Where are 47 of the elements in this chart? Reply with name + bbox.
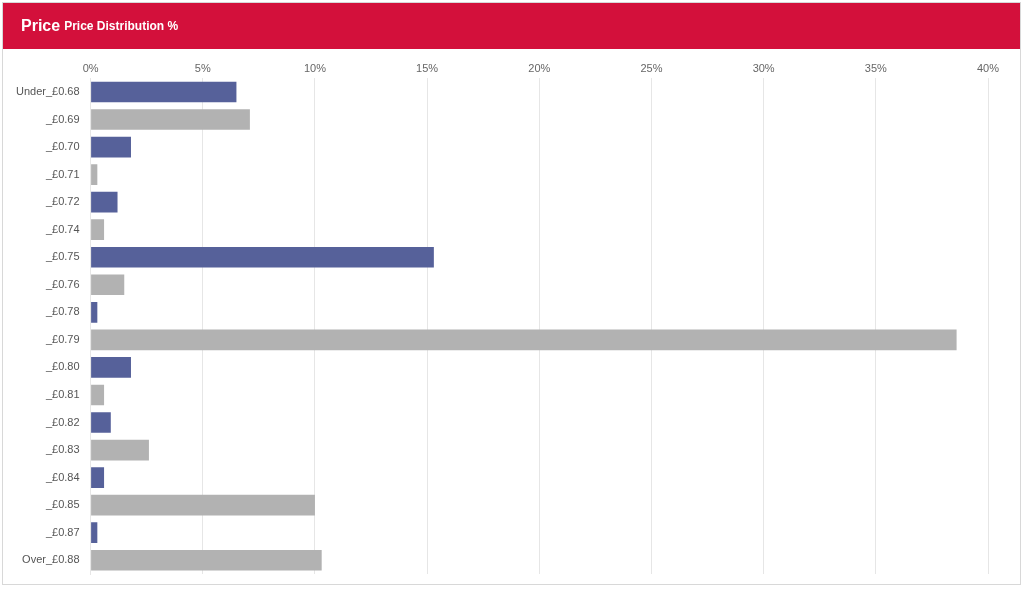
y-tick-label: _£0.78 — [44, 305, 80, 318]
y-tick-label: _£0.70 — [44, 140, 80, 153]
bar — [91, 136, 131, 158]
y-tick-label: _£0.81 — [44, 387, 80, 400]
x-tick-label: 40% — [976, 61, 1000, 74]
bar — [91, 494, 315, 516]
y-tick-label: _£0.75 — [44, 250, 80, 263]
bar — [91, 274, 125, 296]
bar — [91, 219, 105, 241]
x-tick-label: 15% — [416, 61, 439, 74]
y-tick-label: _£0.87 — [44, 525, 80, 538]
x-tick-label: 30% — [752, 61, 775, 74]
y-tick-label: _£0.82 — [44, 415, 80, 428]
y-tick-label: _£0.71 — [44, 167, 80, 180]
bar — [91, 467, 105, 488]
y-tick-label: Over_£0.88 — [22, 553, 80, 566]
bar — [91, 549, 322, 571]
y-tick-label: _£0.80 — [44, 360, 80, 373]
x-tick-label: 35% — [864, 61, 888, 74]
y-tick-label: _£0.84 — [44, 470, 80, 483]
bar — [91, 329, 957, 351]
y-tick-label: _£0.85 — [44, 498, 80, 511]
bar — [91, 384, 105, 406]
bar — [91, 357, 131, 378]
y-tick-label: Under_£0.68 — [16, 85, 80, 97]
bar — [91, 412, 111, 433]
x-tick-label: 10% — [303, 61, 327, 74]
x-tick-label: 20% — [528, 61, 551, 74]
bar — [91, 439, 149, 461]
bar — [91, 81, 237, 103]
y-tick-label: _£0.76 — [44, 277, 80, 290]
bar — [91, 109, 250, 130]
y-tick-label: _£0.74 — [44, 222, 80, 235]
y-tick-label: _£0.72 — [44, 195, 80, 208]
bar — [91, 246, 434, 268]
y-tick-label: _£0.69 — [44, 112, 80, 125]
bar — [91, 191, 118, 213]
bar — [91, 522, 98, 544]
x-tick-label: 25% — [640, 61, 663, 74]
x-tick-label: 5% — [194, 61, 211, 74]
chart-title: Price — [21, 17, 61, 35]
y-tick-label: _£0.83 — [44, 443, 80, 456]
bar — [91, 164, 98, 185]
x-tick-label: 0% — [82, 61, 99, 74]
chart-subtitle: Price Distribution % — [64, 19, 179, 33]
y-tick-label: _£0.79 — [44, 332, 80, 345]
bar — [91, 302, 98, 323]
